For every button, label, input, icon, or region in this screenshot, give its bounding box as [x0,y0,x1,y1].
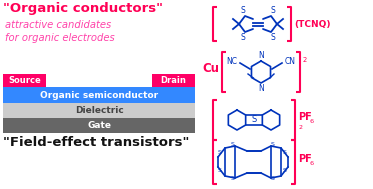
Text: "Organic conductors": "Organic conductors" [3,2,163,15]
Text: S: S [283,169,287,174]
Text: N: N [258,84,264,93]
Text: $_2$: $_2$ [302,55,308,65]
Text: S: S [231,177,235,181]
FancyBboxPatch shape [3,87,195,103]
Text: attractive candidates
for organic electrodes: attractive candidates for organic electr… [5,20,115,43]
Text: PF: PF [298,112,312,122]
Text: S: S [283,150,287,156]
Text: $_2$: $_2$ [298,123,304,132]
Text: S: S [271,6,275,15]
Text: Gate: Gate [87,121,111,130]
Text: NC: NC [226,57,237,67]
Text: S: S [271,143,275,147]
Text: Cu: Cu [202,63,219,75]
Text: Organic semiconductor: Organic semiconductor [40,91,158,99]
Text: S: S [241,33,245,42]
Text: Drain: Drain [160,76,186,85]
Text: N: N [258,51,264,60]
Text: S: S [218,150,222,156]
Text: S: S [251,115,257,125]
Text: Source: Source [8,76,41,85]
Text: S: S [231,143,235,147]
Text: $_6$: $_6$ [309,116,315,125]
FancyBboxPatch shape [3,103,195,118]
Text: S: S [241,6,245,15]
Text: Dielectric: Dielectric [75,106,123,115]
FancyBboxPatch shape [152,74,195,87]
FancyBboxPatch shape [3,74,46,87]
FancyBboxPatch shape [3,118,195,133]
Text: (TCNQ): (TCNQ) [294,19,330,29]
Text: $_6$: $_6$ [309,159,315,167]
Text: "Field-effect transistors": "Field-effect transistors" [3,136,189,149]
Text: CN: CN [285,57,296,67]
Text: PF: PF [298,154,312,164]
Text: S: S [218,169,222,174]
Text: S: S [271,33,275,42]
Text: S: S [271,177,275,181]
